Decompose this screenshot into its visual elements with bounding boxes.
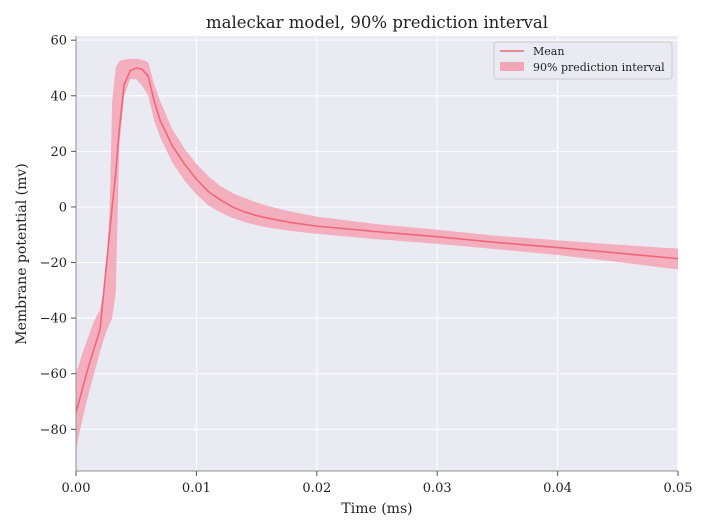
y-tick-label: −60 xyxy=(40,367,67,382)
x-tick-label: 0.05 xyxy=(664,481,693,496)
y-tick-label: −40 xyxy=(40,312,67,327)
x-tick-label: 0.01 xyxy=(182,481,211,496)
y-tick-label: 40 xyxy=(50,89,67,104)
legend: Mean 90% prediction interval xyxy=(493,41,673,80)
chart-title: maleckar model, 90% prediction interval xyxy=(206,13,548,32)
prediction-interval-band xyxy=(76,58,678,449)
legend-box xyxy=(493,41,673,80)
x-tick-label: 0.02 xyxy=(302,481,331,496)
legend-band-label: 90% prediction interval xyxy=(533,61,665,74)
x-ticks: 0.00 0.01 0.02 0.03 0.04 0.05 xyxy=(62,471,693,496)
y-tick-label: 60 xyxy=(50,34,67,49)
x-tick-label: 0.04 xyxy=(543,481,572,496)
legend-band-swatch xyxy=(500,62,524,71)
grid xyxy=(75,36,679,471)
y-tick-label: 0 xyxy=(59,200,67,215)
x-tick-label: 0.00 xyxy=(62,481,91,496)
x-tick-label: 0.03 xyxy=(423,481,452,496)
mean-line xyxy=(75,67,679,413)
y-tick-label: −80 xyxy=(40,423,67,438)
y-axis-title: Membrane potential (mv) xyxy=(14,163,30,344)
y-ticks: −80 −60 −40 −20 0 20 40 60 xyxy=(40,34,76,438)
y-tick-label: 20 xyxy=(50,145,67,160)
x-axis-title: Time (ms) xyxy=(341,501,412,517)
legend-mean-label: Mean xyxy=(533,45,564,58)
y-tick-label: −20 xyxy=(40,256,67,271)
axes xyxy=(75,36,678,472)
